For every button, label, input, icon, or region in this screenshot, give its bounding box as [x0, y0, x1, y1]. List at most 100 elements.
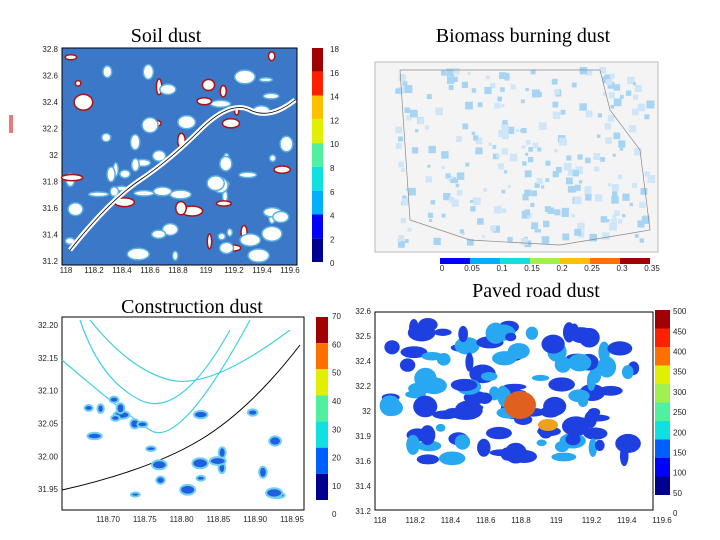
tick-label: 14 [330, 93, 339, 102]
map-cell [602, 92, 607, 96]
map-cell [610, 218, 618, 225]
map-cell [501, 189, 506, 194]
map-cell [475, 147, 483, 155]
map-cell [509, 153, 518, 162]
map-cell [607, 115, 615, 122]
map-cell [397, 240, 405, 248]
map-cell [398, 74, 406, 82]
map-blob [159, 83, 177, 96]
map-blob [409, 319, 419, 336]
map-cell [571, 214, 575, 218]
map-cell [584, 188, 592, 195]
panel-title: Paved road dust [472, 280, 600, 302]
map-cell [465, 101, 473, 110]
map-blob [525, 326, 539, 340]
map-cell [401, 198, 410, 206]
map-cell [427, 164, 431, 168]
map-cell [510, 84, 516, 90]
map-cell [400, 217, 406, 224]
map-cell [531, 89, 540, 98]
map-blob [246, 408, 259, 417]
tick-label: 250 [673, 408, 687, 417]
map-blob [597, 356, 617, 378]
tick-label: 40 [332, 397, 341, 406]
map-cell [547, 207, 555, 215]
map-cell [574, 228, 582, 236]
colorbar-cell [316, 317, 328, 344]
map-blob [191, 457, 209, 470]
colorbar-cell [655, 365, 670, 384]
map-blob [265, 487, 284, 499]
map-cell [503, 170, 508, 174]
map-cell [605, 79, 613, 86]
map-cell [585, 157, 591, 164]
map-cell [502, 120, 508, 125]
tick-label: 350 [673, 368, 687, 377]
tick-label: 32.5 [355, 332, 371, 341]
tick-label: 32.8 [42, 45, 58, 54]
map-blob [171, 250, 179, 261]
map-blob [130, 491, 141, 498]
map-cell [406, 115, 412, 121]
map-cell [577, 222, 585, 231]
map-cell [538, 122, 547, 131]
map-blob [64, 53, 78, 61]
map-blob [247, 248, 270, 263]
map-blob [215, 200, 232, 207]
map-cell [447, 76, 455, 84]
tick-label: 8 [330, 164, 335, 173]
map-cell [644, 171, 650, 177]
map-cell [395, 126, 402, 134]
colorbar-cell [440, 258, 470, 264]
map-cell [634, 147, 642, 156]
map-blob [161, 222, 179, 237]
map-cell [606, 219, 610, 223]
map-cell [398, 161, 404, 168]
map-blob [60, 173, 84, 182]
map-cell [610, 104, 615, 109]
map-cell [609, 222, 617, 231]
map-blob [406, 434, 420, 455]
tick-label: 0.3 [616, 264, 628, 273]
map-cell [450, 176, 454, 180]
map-cell [532, 142, 539, 149]
tick-label: 50 [673, 489, 682, 498]
map-blob [458, 325, 468, 343]
map-cell [554, 209, 561, 216]
map-cell [585, 110, 593, 118]
map-cell [446, 68, 455, 77]
map-blob [571, 417, 590, 425]
map-blob [193, 409, 209, 420]
tick-label: 31.9 [355, 432, 371, 441]
map-cell [453, 67, 460, 75]
map-blob [86, 431, 103, 441]
map-cell [415, 128, 419, 133]
map-cell [618, 140, 626, 148]
map-blob [531, 374, 550, 382]
map-cell [501, 208, 507, 214]
map-blob [233, 69, 256, 85]
map-blob [615, 433, 641, 454]
map-cell [455, 183, 460, 188]
map-cell [619, 94, 624, 99]
map-blob [218, 241, 235, 255]
tick-label: 450 [673, 327, 687, 336]
map-blob [450, 378, 478, 392]
map-blob [129, 133, 141, 151]
colorbar-cell [655, 458, 670, 477]
tick-label: 12 [330, 116, 339, 125]
tick-label: 20 [332, 454, 341, 463]
tick-label: 70 [332, 312, 341, 321]
map-blob [570, 323, 579, 336]
map-blob [130, 157, 141, 172]
tick-label: 119.6 [280, 266, 300, 275]
map-blob [453, 412, 478, 420]
map-cell [402, 195, 407, 201]
map-cell [527, 213, 532, 218]
map-blob [261, 225, 283, 242]
map-blob [74, 79, 82, 87]
colorbar-cell [316, 369, 328, 396]
tick-label: 32.2 [355, 382, 371, 391]
map-cell [605, 137, 612, 144]
colorbar-cell [655, 439, 670, 458]
